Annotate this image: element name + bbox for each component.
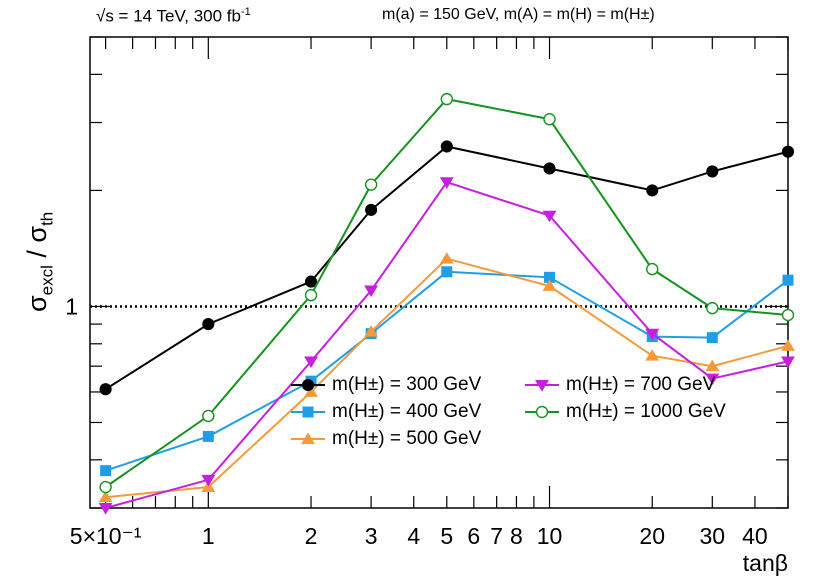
energy-luminosity-text: √s = 14 TeV, 300 fb (96, 6, 241, 26)
data-point-m400 (441, 266, 453, 278)
y-label-sigma: σ (22, 295, 52, 312)
y-label-sub-th: th (37, 211, 57, 226)
series-m700 (98, 177, 795, 515)
data-point-m300 (440, 140, 453, 153)
y-tick-label: 1 (65, 293, 78, 319)
data-point-m500 (98, 490, 113, 503)
data-point-m400 (202, 430, 214, 442)
plot-border (89, 36, 789, 509)
legend-swatch-m1000 (525, 405, 559, 419)
data-point-m1000 (706, 301, 719, 315)
x-tick-label: 10 (537, 523, 563, 549)
luminosity-exponent: -1 (240, 6, 251, 18)
data-point-m1000 (781, 308, 795, 322)
data-point-m300 (706, 165, 719, 178)
data-point-m500 (364, 325, 379, 337)
x-tick-label: 3 (365, 523, 378, 549)
x-tick-label: 20 (639, 523, 665, 549)
legend-label: m(H±) = 700 GeV (566, 374, 716, 395)
series-m300 (99, 140, 795, 396)
data-point-m1000 (99, 480, 112, 494)
x-tick-label: 30 (700, 523, 726, 549)
data-point-m500 (705, 359, 720, 372)
data-point-m500 (645, 349, 660, 361)
x-tick-label: 6 (467, 523, 480, 549)
y-label-sep: / σ (22, 225, 52, 266)
legend-label: m(H±) = 300 GeV (332, 374, 482, 395)
legend-swatch-m300 (291, 378, 325, 392)
legend-marker (302, 406, 314, 418)
legend-entry-m500: m(H±) = 500 GeV (290, 428, 481, 450)
data-point-m700 (201, 474, 216, 487)
data-point-m400 (544, 271, 556, 283)
legend-label: m(H±) = 500 GeV (332, 428, 482, 449)
legend-entry-m400: m(H±) = 400 GeV (290, 401, 481, 423)
data-point-m700 (304, 356, 318, 369)
legend-swatch-m500 (291, 432, 325, 444)
data-point-m1000 (646, 262, 659, 276)
x-axis-label: tanβ (742, 550, 788, 576)
energy-luminosity-label: √s = 14 TeV, 300 fb-1 (96, 6, 251, 27)
legend-marker (301, 432, 315, 444)
data-point-m500 (439, 252, 454, 264)
x-tick-label: 4 (407, 523, 420, 549)
data-point-m700 (98, 503, 113, 515)
legend-label: m(H±) = 1000 GeV (566, 401, 726, 422)
data-point-m700 (705, 373, 720, 386)
x-tick-label: 5×10⁻¹ (70, 523, 142, 549)
data-point-m700 (364, 285, 379, 298)
legend: m(H±) = 300 GeV m(H±) = 400 GeV m(H±) = 50… (290, 374, 790, 474)
x-tick-label: 2 (305, 523, 318, 549)
data-point-m500 (304, 385, 318, 397)
plot-frame (89, 36, 789, 509)
y-axis-ticks: 1 (65, 36, 788, 509)
x-tick-label: 1 (202, 523, 215, 549)
legend-marker (535, 380, 549, 392)
data-point-m300 (304, 275, 318, 288)
legend-entry-m700: m(H±) = 700 GeV (524, 374, 715, 396)
legend-marker (535, 405, 549, 419)
x-axis-ticks: 5×10⁻¹ 1 2 3 4 5 6 7 8 10 20 30 40 (70, 37, 789, 549)
data-point-m400 (100, 465, 112, 477)
data-point-m500 (781, 339, 795, 351)
data-point-m700 (439, 177, 454, 189)
x-tick-label: 5 (440, 523, 453, 549)
data-point-m1000 (440, 92, 454, 106)
x-tick-label: 8 (510, 523, 523, 549)
legend-swatch-m400 (291, 406, 325, 418)
data-point-m400 (782, 274, 794, 286)
legend-marker (301, 378, 315, 392)
data-point-m300 (781, 145, 795, 158)
data-point-m300 (202, 318, 215, 331)
legend-label: m(H±) = 400 GeV (332, 401, 482, 422)
legend-entry-m300: m(H±) = 300 GeV (290, 374, 481, 396)
data-point-m1000 (364, 178, 378, 191)
data-point-m1000 (202, 409, 215, 423)
data-point-m300 (543, 162, 556, 175)
series-group (98, 92, 795, 515)
x-tick-label: 40 (742, 523, 768, 549)
data-point-m700 (542, 210, 557, 223)
data-point-m700 (781, 356, 795, 369)
data-point-m1000 (543, 113, 556, 126)
series-m1000 (99, 92, 795, 494)
data-point-m300 (365, 203, 378, 216)
legend-swatch-m700 (525, 380, 559, 392)
x-tick-label: 7 (490, 523, 503, 549)
y-axis-label: σexcl / σth (22, 212, 57, 312)
data-point-m400 (706, 332, 718, 344)
legend-entry-m1000: m(H±) = 1000 GeV (524, 401, 726, 423)
data-point-m1000 (304, 288, 318, 302)
data-point-m300 (99, 383, 112, 396)
y-label-sub-excl: excl (37, 265, 57, 296)
data-point-m300 (646, 184, 659, 197)
mass-condition-label: m(a) = 150 GeV, m(A) = m(H) = m(H±) (382, 6, 655, 23)
data-point-m500 (542, 279, 557, 291)
data-point-m700 (645, 328, 660, 341)
